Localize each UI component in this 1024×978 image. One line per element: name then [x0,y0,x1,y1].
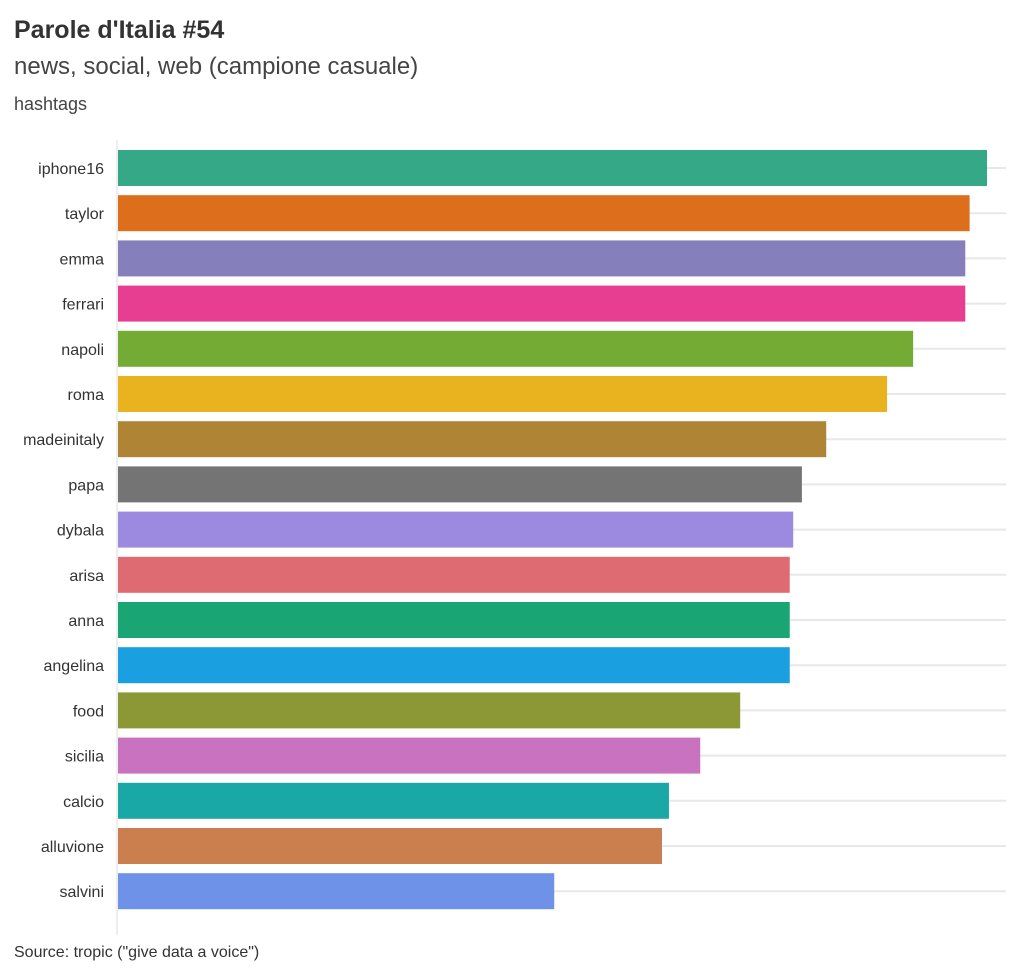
tick-label-roma: roma [68,387,105,404]
bar-food [118,692,741,729]
tick-label-madeinitaly: madeinitaly [23,432,104,449]
bar-calcio [118,782,669,819]
tick-label-napoli: napoli [61,342,104,359]
tick-label-ferrari: ferrari [62,297,104,314]
bar-taylor [118,195,970,232]
tick-label-emma: emma [60,251,105,268]
tick-label-salvini: salvini [60,884,104,901]
tick-label-taylor: taylor [65,206,105,223]
tick-label-anna: anna [68,613,104,630]
bar-alluvione [118,828,662,864]
bar-ferrari [118,285,966,322]
bar-dybala [118,511,794,548]
bar-madeinitaly [118,421,827,458]
bar-roma [118,376,888,412]
tick-label-food: food [73,703,104,720]
bar-angelina [118,647,790,684]
tick-label-sicilia: sicilia [65,749,104,766]
tick-label-papa: papa [68,477,104,494]
tick-label-iphone16: iphone16 [38,161,104,178]
tick-label-dybala: dybala [57,523,104,540]
bar-anna [118,602,790,638]
tick-label-alluvione: alluvione [41,839,104,856]
bar-napoli [118,330,914,367]
bar-papa [118,466,802,503]
bar-iphone16 [118,150,987,186]
bar-sicilia [118,737,701,774]
chart-subtitle: news, social, web (campione casuale) [14,53,419,80]
bar-emma [118,240,966,277]
axis-caption: hashtags [14,94,88,114]
chart-title: Parole d'Italia #54 [14,16,225,44]
source-caption: Source: tropic ("give data a voice") [14,944,260,961]
tick-label-arisa: arisa [69,568,104,585]
bar-salvini [118,873,555,910]
bar-chart: iphone16 taylor emma ferrari napoli roma madei… [23,140,1006,936]
bar-arisa [118,556,790,593]
tick-label-calcio: calcio [63,794,104,811]
tick-label-angelina: angelina [44,658,105,675]
